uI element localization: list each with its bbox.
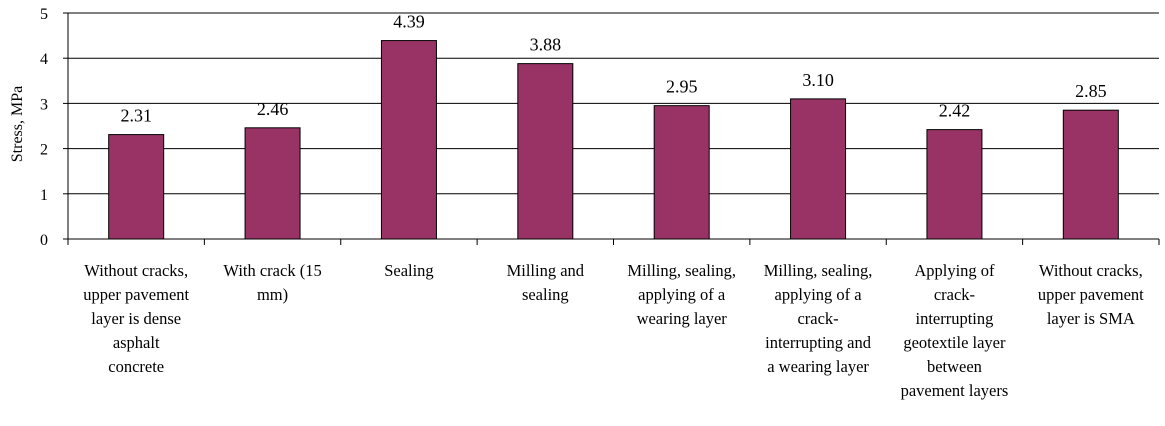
category-label-line: Sealing [384, 261, 434, 280]
category-label-line: Milling, sealing, [627, 261, 736, 280]
category-label-line: interrupting and [765, 333, 871, 352]
category-label-line: layer is dense [91, 309, 182, 328]
category-label-line: sealing [521, 285, 569, 304]
data-label-6: 2.42 [939, 101, 971, 121]
category-label-line: crack- [797, 309, 839, 328]
category-label-0: Without cracks, upper pavement layer is de… [70, 259, 202, 379]
gridlines [68, 12, 1159, 195]
axes: 0 1 2 3 4 5 [40, 6, 1160, 249]
category-label-line: between [926, 357, 982, 376]
data-label-5: 3.10 [802, 70, 834, 90]
bar-2 [380, 40, 437, 240]
category-label-line: Milling, sealing, [763, 261, 873, 280]
category-label-line: interrupting [915, 309, 994, 328]
category-label-line: pavement layers [900, 381, 1009, 400]
y-axis-title: Stress, MPa [9, 86, 26, 162]
y-tick-label-2: 2 [40, 142, 48, 159]
category-label-line: Without cracks, [84, 261, 189, 280]
y-tick-label-4: 4 [40, 51, 48, 68]
bars [108, 40, 1119, 240]
category-label-line: Applying of [914, 261, 995, 280]
category-label-line: upper pavement [83, 285, 190, 304]
data-label-1: 2.46 [257, 99, 289, 119]
category-label-3: Milling and sealing [479, 259, 611, 307]
category-label-4: Milling, sealing, applying of a wearing la… [616, 259, 748, 331]
y-tick-label-5: 5 [40, 6, 48, 23]
category-label-line: upper pavement [1037, 285, 1144, 304]
bar-6 [926, 129, 983, 240]
category-label-line: Without cracks, [1038, 261, 1143, 280]
data-label-2: 4.39 [393, 12, 425, 32]
bar-3 [517, 63, 574, 240]
category-label-line: With crack (15 [223, 261, 322, 280]
bar-4 [653, 105, 710, 240]
category-label-2: Sealing [343, 259, 475, 283]
category-label-line: a wearing layer [767, 357, 869, 376]
bar-0 [108, 134, 165, 240]
bar-1 [244, 127, 301, 240]
bar-7 [1062, 109, 1119, 240]
category-label-line: concrete [108, 357, 165, 376]
category-label-1: With crack (15 mm) [207, 259, 339, 307]
bar-5 [790, 98, 847, 240]
category-label-5: Milling, sealing, applying of a crack-inte… [752, 259, 884, 379]
category-label-6: Applying of crack-interrupting geotextile … [888, 259, 1020, 403]
category-label-line: mm) [256, 285, 289, 304]
category-label-line: applying of a [774, 285, 862, 304]
category-label-7: Without cracks, upper pavement layer is SM… [1025, 259, 1157, 331]
category-label-line: applying of a [638, 285, 726, 304]
category-label-line: Milling and [506, 261, 585, 280]
data-label-0: 2.31 [120, 106, 152, 126]
data-label-4: 2.95 [666, 77, 698, 97]
category-label-line: geotextile layer [903, 333, 1006, 352]
category-label-line: crack- [933, 285, 976, 304]
y-tick-label-1: 1 [40, 187, 48, 204]
category-label-line: wearing layer [636, 309, 727, 328]
y-tick-label-3: 3 [40, 96, 48, 113]
category-label-line: layer is SMA [1046, 309, 1135, 328]
data-label-3: 3.88 [530, 35, 562, 55]
data-label-7: 2.85 [1075, 81, 1107, 101]
y-tick-label-0: 0 [40, 232, 48, 249]
category-label-line: asphalt [112, 333, 160, 352]
data-labels: 2.31 2.46 4.39 3.88 2.95 3.10 2.42 2.85 [120, 12, 1106, 126]
